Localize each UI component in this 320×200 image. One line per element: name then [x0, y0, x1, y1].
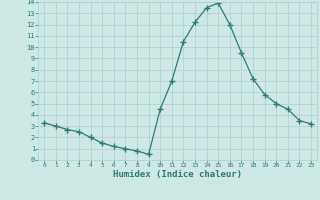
X-axis label: Humidex (Indice chaleur): Humidex (Indice chaleur)	[113, 170, 242, 179]
